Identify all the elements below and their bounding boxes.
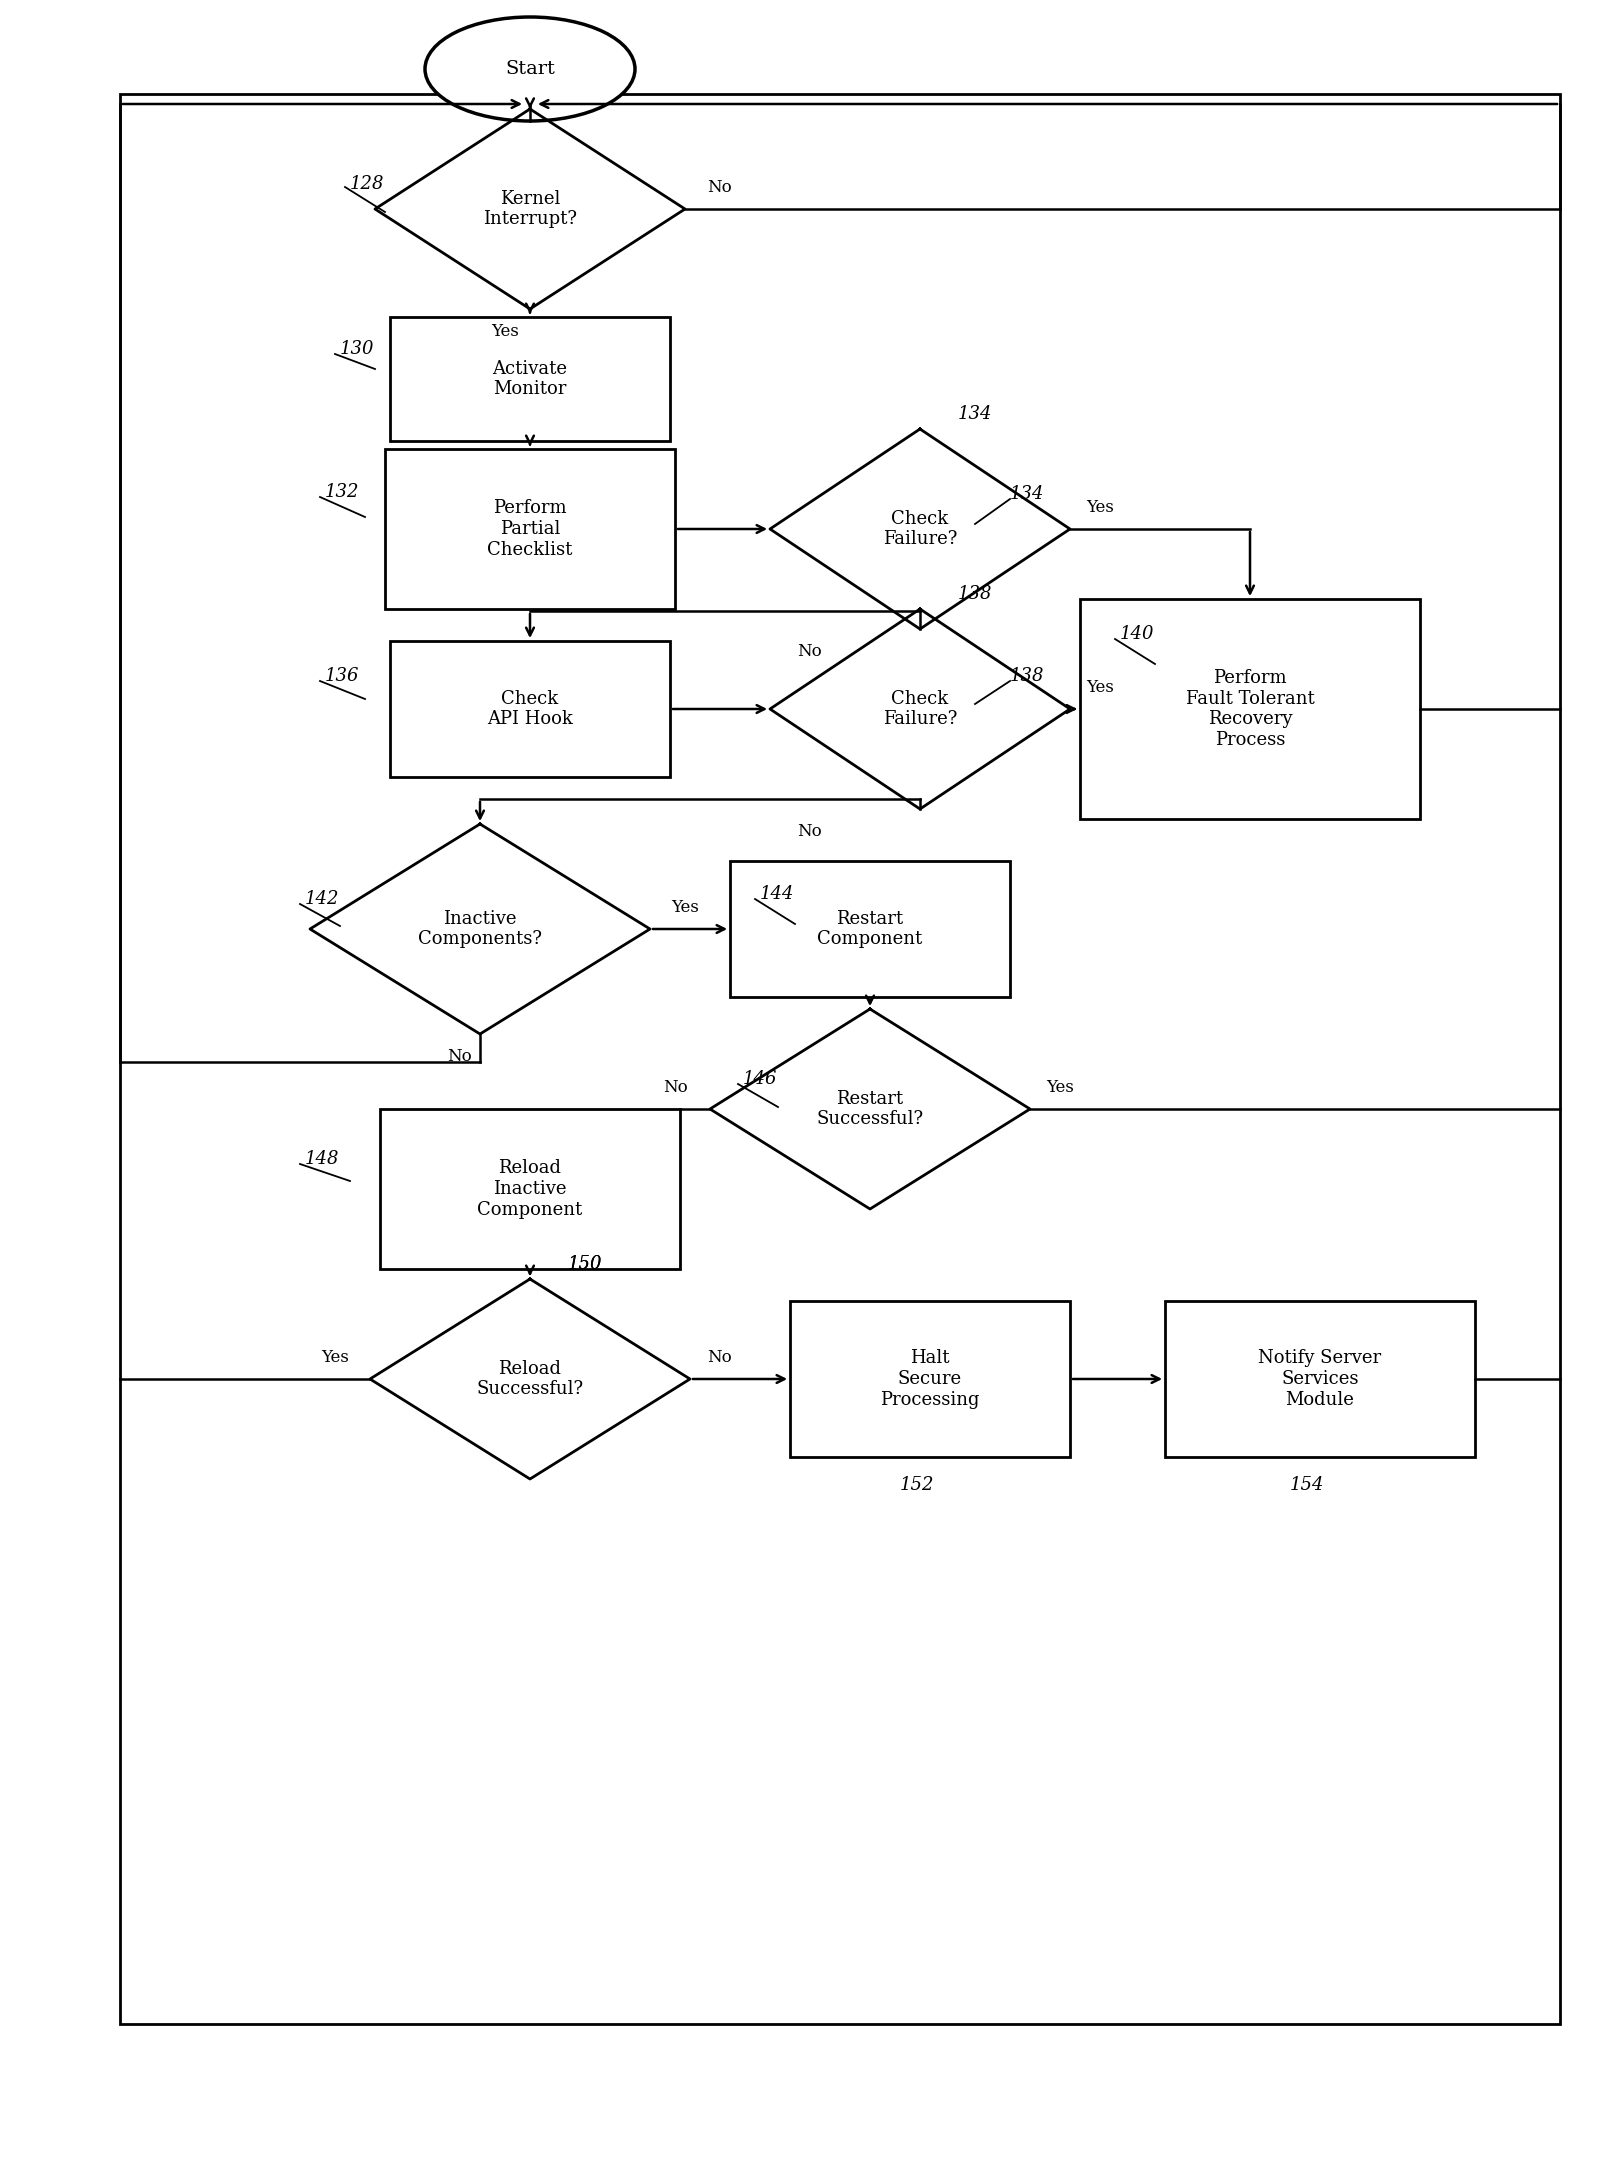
Text: No: No <box>708 179 733 196</box>
FancyBboxPatch shape <box>729 861 1010 997</box>
Text: 134: 134 <box>1010 486 1044 503</box>
Text: Reload
Inactive
Component: Reload Inactive Component <box>477 1159 582 1220</box>
Text: Activate
Monitor: Activate Monitor <box>493 361 567 399</box>
Text: 142: 142 <box>305 890 339 909</box>
Text: No: No <box>798 643 822 658</box>
Text: Yes: Yes <box>1086 678 1114 695</box>
Text: 140: 140 <box>1120 624 1154 643</box>
Text: Yes: Yes <box>671 898 699 915</box>
FancyBboxPatch shape <box>379 1110 679 1269</box>
Text: Perform
Partial
Checklist: Perform Partial Checklist <box>488 499 572 559</box>
Text: Reload
Successful?: Reload Successful? <box>477 1360 584 1399</box>
Text: Check
Failure?: Check Failure? <box>883 689 956 728</box>
Text: 152: 152 <box>900 1477 934 1494</box>
Text: 128: 128 <box>350 175 384 192</box>
Text: 136: 136 <box>324 667 360 684</box>
Text: 138: 138 <box>958 585 992 602</box>
Text: Inactive
Components?: Inactive Components? <box>418 909 541 948</box>
Text: Check
API Hook: Check API Hook <box>486 689 572 728</box>
Text: Kernel
Interrupt?: Kernel Interrupt? <box>483 190 577 229</box>
Text: 150: 150 <box>567 1254 603 1274</box>
Text: No: No <box>663 1080 687 1095</box>
Text: Perform
Fault Tolerant
Recovery
Process: Perform Fault Tolerant Recovery Process <box>1185 669 1315 749</box>
Text: Yes: Yes <box>1086 499 1114 516</box>
FancyBboxPatch shape <box>120 95 1559 2023</box>
Text: Yes: Yes <box>1046 1080 1075 1095</box>
Text: No: No <box>798 823 822 840</box>
FancyBboxPatch shape <box>391 641 669 777</box>
Ellipse shape <box>425 17 635 121</box>
Text: 138: 138 <box>1010 667 1044 684</box>
Text: Start: Start <box>506 60 554 78</box>
Text: Restart
Component: Restart Component <box>817 909 922 948</box>
Text: Yes: Yes <box>491 322 519 339</box>
Text: 154: 154 <box>1290 1477 1324 1494</box>
FancyBboxPatch shape <box>789 1302 1070 1457</box>
Text: No: No <box>447 1047 472 1064</box>
FancyBboxPatch shape <box>1080 598 1420 818</box>
Text: 130: 130 <box>340 339 374 358</box>
Text: Restart
Successful?: Restart Successful? <box>817 1090 924 1129</box>
Text: 146: 146 <box>742 1071 778 1088</box>
Text: Halt
Secure
Processing: Halt Secure Processing <box>880 1349 979 1410</box>
Text: Check
Failure?: Check Failure? <box>883 510 956 548</box>
Text: Yes: Yes <box>321 1349 349 1364</box>
FancyBboxPatch shape <box>1165 1302 1475 1457</box>
Text: Notify Server
Services
Module: Notify Server Services Module <box>1258 1349 1381 1410</box>
FancyBboxPatch shape <box>391 317 669 440</box>
Text: 132: 132 <box>324 484 360 501</box>
Text: 150: 150 <box>567 1254 603 1274</box>
FancyBboxPatch shape <box>386 449 674 609</box>
Text: No: No <box>708 1349 733 1364</box>
Text: 148: 148 <box>305 1151 339 1168</box>
Text: 144: 144 <box>760 885 794 902</box>
Text: 134: 134 <box>958 406 992 423</box>
